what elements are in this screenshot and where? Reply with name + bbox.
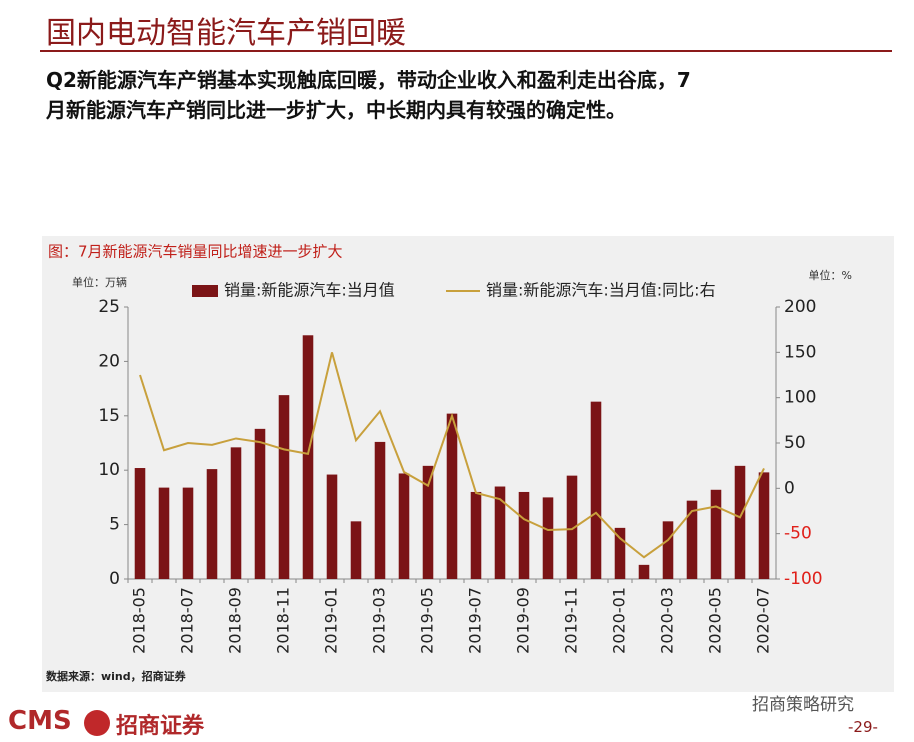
y2-tick-label: 100 — [784, 388, 816, 408]
y-tick-label: 10 — [98, 460, 120, 480]
legend-swatch — [192, 285, 218, 297]
y-unit: 单位：万辆 — [72, 275, 127, 289]
title-rule — [40, 50, 892, 52]
y2-tick-label: 200 — [784, 297, 816, 317]
y2-tick-label: 150 — [784, 342, 816, 362]
bar — [470, 491, 482, 579]
x-tick-label: 2018-07 — [178, 587, 197, 654]
y-tick-label: 5 — [109, 515, 120, 535]
bar — [710, 489, 722, 579]
bar — [422, 465, 434, 579]
logo-icon — [84, 710, 110, 736]
x-tick-label: 2020-01 — [610, 587, 629, 654]
bar — [254, 428, 266, 579]
x-tick-label: 2019-05 — [418, 587, 437, 654]
bar — [182, 487, 194, 579]
y2-tick-label: -100 — [784, 569, 823, 589]
x-tick-label: 2020-05 — [706, 587, 725, 654]
chart: 图：7月新能源汽车销量同比增速进一步扩大 单位：万辆 单位：% 0 5 10 15 20… — [42, 236, 894, 692]
y2-tick-label: 0 — [784, 478, 795, 498]
bar — [158, 487, 170, 579]
bar — [278, 395, 290, 579]
line-series — [139, 352, 765, 559]
watermark: 招商策略研究 — [752, 695, 854, 715]
bar — [494, 486, 506, 579]
x-tick-label: 2019-03 — [370, 587, 389, 654]
bar — [686, 500, 698, 579]
bar — [758, 472, 770, 579]
bar — [398, 473, 410, 579]
bar — [734, 465, 746, 579]
bar — [374, 441, 386, 579]
x-tick-label: 2020-07 — [754, 587, 773, 654]
bar — [446, 413, 458, 579]
subtitle-line: 月新能源汽车产销同比进一步扩大，中长期内具有较强的确定性。 — [46, 98, 626, 122]
x-tick-label: 2018-09 — [226, 587, 245, 654]
bar — [638, 564, 650, 579]
logo: CMS — [8, 706, 72, 736]
bar — [662, 521, 674, 579]
subtitle-line: Q2新能源汽车产销基本实现触底回暖，带动企业收入和盈利走出谷底，7 — [46, 68, 691, 92]
bar — [614, 527, 626, 579]
bar — [206, 469, 218, 579]
bar — [326, 474, 338, 579]
x-tick-label: 2018-05 — [130, 587, 149, 654]
y-tick-label: 0 — [109, 569, 120, 589]
bar — [302, 335, 314, 579]
legend-label: 销量:新能源汽车:当月值 — [224, 281, 395, 300]
bar — [134, 468, 146, 579]
y-tick-label: 15 — [98, 406, 120, 426]
bar — [350, 521, 362, 579]
page-number: -29- — [848, 718, 878, 736]
x-tick-label: 2019-09 — [514, 587, 533, 654]
bar — [566, 475, 578, 579]
legend-label: 销量:新能源汽车:当月值:同比:右 — [486, 281, 716, 300]
x-tick-label: 2018-11 — [274, 587, 293, 654]
x-tick-label: 2020-03 — [658, 587, 677, 654]
slide-title: 国内电动智能汽车产销回暖 — [46, 16, 406, 51]
x-tick-label: 2019-11 — [562, 587, 581, 654]
y2-unit: 单位：% — [809, 268, 852, 282]
bar — [230, 447, 242, 579]
company-name: 招商证券 — [116, 713, 205, 739]
y-tick-label: 20 — [98, 351, 120, 371]
bar — [518, 491, 530, 579]
y2-tick-label: 50 — [784, 433, 806, 453]
x-tick-label: 2019-01 — [322, 587, 341, 654]
bar — [542, 497, 554, 579]
y2-tick-label: -50 — [784, 524, 812, 544]
chart-title: 图：7月新能源汽车销量同比增速进一步扩大 — [48, 243, 343, 261]
x-tick-label: 2019-07 — [466, 587, 485, 654]
y-tick-label: 25 — [98, 297, 120, 317]
bar — [590, 401, 602, 579]
source-note: 数据来源：wind，招商证券 — [46, 670, 186, 683]
